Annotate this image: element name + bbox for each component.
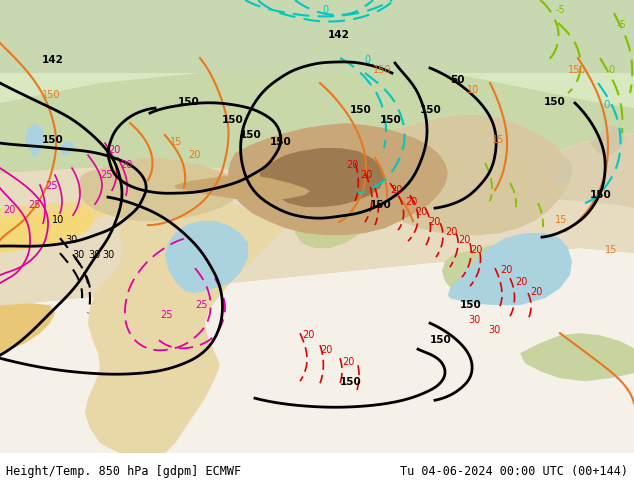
Polygon shape xyxy=(25,123,45,158)
Text: 20: 20 xyxy=(500,265,512,275)
Polygon shape xyxy=(0,165,634,305)
Text: 0: 0 xyxy=(364,55,370,65)
Polygon shape xyxy=(0,33,634,108)
Polygon shape xyxy=(228,123,448,235)
Text: 25: 25 xyxy=(195,300,207,310)
Text: 150: 150 xyxy=(270,137,292,147)
Text: 20: 20 xyxy=(530,287,542,297)
Polygon shape xyxy=(365,115,570,235)
Text: 30: 30 xyxy=(88,250,100,260)
Text: 30: 30 xyxy=(102,250,114,260)
Text: 0: 0 xyxy=(322,5,328,15)
Text: 150: 150 xyxy=(42,135,64,145)
Polygon shape xyxy=(0,208,95,253)
Polygon shape xyxy=(260,148,385,207)
Text: 20: 20 xyxy=(3,205,15,215)
Text: 20: 20 xyxy=(108,145,120,155)
Polygon shape xyxy=(442,235,558,301)
Text: 150: 150 xyxy=(590,190,612,200)
Text: 10: 10 xyxy=(467,85,479,95)
Text: 30: 30 xyxy=(72,250,84,260)
Text: 0: 0 xyxy=(603,100,609,110)
Text: 20: 20 xyxy=(346,160,358,170)
Text: 20: 20 xyxy=(360,170,372,180)
Polygon shape xyxy=(165,221,248,293)
Text: 15: 15 xyxy=(555,215,567,225)
Polygon shape xyxy=(0,248,634,453)
Text: 20: 20 xyxy=(188,150,200,160)
Polygon shape xyxy=(60,141,74,155)
Text: 25: 25 xyxy=(28,200,41,210)
Text: 150: 150 xyxy=(178,97,200,107)
Polygon shape xyxy=(175,175,310,201)
Text: 142: 142 xyxy=(328,30,350,40)
Text: 10: 10 xyxy=(52,215,64,225)
Text: 150: 150 xyxy=(380,115,402,125)
Text: 20: 20 xyxy=(342,357,354,367)
Text: 150: 150 xyxy=(42,90,60,100)
Text: 20: 20 xyxy=(390,185,403,195)
Text: 20: 20 xyxy=(458,235,470,245)
Polygon shape xyxy=(554,158,572,185)
Text: 30: 30 xyxy=(468,315,480,325)
Text: 20: 20 xyxy=(445,227,457,237)
Text: 20: 20 xyxy=(515,277,527,287)
Polygon shape xyxy=(590,125,625,155)
Text: 150: 150 xyxy=(350,105,372,115)
Text: Tu 04-06-2024 00:00 UTC (00+144): Tu 04-06-2024 00:00 UTC (00+144) xyxy=(399,465,628,478)
Text: 20: 20 xyxy=(320,345,332,355)
Text: -5: -5 xyxy=(556,5,566,15)
Text: 20: 20 xyxy=(302,330,314,340)
Polygon shape xyxy=(448,233,572,305)
Text: 150: 150 xyxy=(568,65,586,75)
Text: 150: 150 xyxy=(430,335,452,345)
Polygon shape xyxy=(0,303,55,353)
Text: 20: 20 xyxy=(415,207,427,217)
Polygon shape xyxy=(78,158,242,221)
Polygon shape xyxy=(85,193,285,453)
Text: 150: 150 xyxy=(340,377,362,387)
Text: 25: 25 xyxy=(160,310,172,320)
Text: 20: 20 xyxy=(470,245,482,255)
Text: 142: 142 xyxy=(42,55,64,65)
Text: 150: 150 xyxy=(544,97,566,107)
Text: 0: 0 xyxy=(608,65,614,75)
Text: 30: 30 xyxy=(488,325,500,335)
Text: -5: -5 xyxy=(617,20,627,30)
Text: 150: 150 xyxy=(460,300,482,310)
Text: 15: 15 xyxy=(605,245,618,255)
Text: 150: 150 xyxy=(373,65,392,75)
Text: 25: 25 xyxy=(100,170,112,180)
Text: 30: 30 xyxy=(65,235,77,245)
Text: 150: 150 xyxy=(370,200,392,210)
Polygon shape xyxy=(294,205,365,248)
Text: 50: 50 xyxy=(450,75,465,85)
Polygon shape xyxy=(0,198,115,233)
Text: 20: 20 xyxy=(405,197,417,207)
Text: 150: 150 xyxy=(222,115,243,125)
Text: Height/Temp. 850 hPa [gdpm] ECMWF: Height/Temp. 850 hPa [gdpm] ECMWF xyxy=(6,465,242,478)
Polygon shape xyxy=(0,0,634,73)
Text: 150: 150 xyxy=(240,130,262,140)
Polygon shape xyxy=(0,133,634,305)
Polygon shape xyxy=(0,0,634,208)
Text: 15: 15 xyxy=(492,135,505,145)
Text: 20: 20 xyxy=(120,160,133,170)
Polygon shape xyxy=(520,333,634,381)
Text: 20: 20 xyxy=(428,217,441,227)
Text: 15: 15 xyxy=(170,137,183,147)
Text: 25: 25 xyxy=(45,181,58,191)
Text: 150: 150 xyxy=(420,105,442,115)
